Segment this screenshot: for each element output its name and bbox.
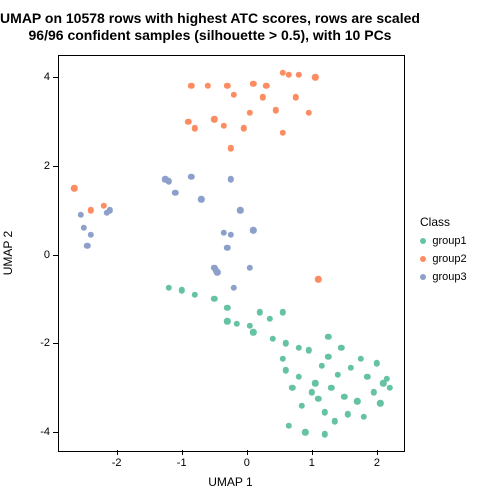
y-tick-label: 2	[32, 160, 50, 172]
x-tick	[312, 450, 313, 455]
y-tick	[53, 432, 58, 433]
legend-swatch-icon	[420, 274, 426, 280]
x-tick	[182, 450, 183, 455]
y-tick	[53, 343, 58, 344]
y-axis-label: UMAP 2	[1, 203, 15, 303]
y-tick	[53, 255, 58, 256]
x-tick-label: 2	[374, 457, 380, 469]
x-tick-label: -1	[177, 457, 187, 469]
legend-title: Class	[420, 215, 467, 229]
legend-label: group2	[432, 253, 466, 265]
plot-area	[58, 55, 405, 452]
legend-label: group3	[432, 271, 466, 283]
legend-item: group3	[420, 271, 467, 283]
x-tick-label: 0	[244, 457, 250, 469]
chart-title-line1: UMAP on 10578 rows with highest ATC scor…	[0, 10, 420, 27]
x-tick-label: -2	[112, 457, 122, 469]
y-tick-label: 0	[32, 249, 50, 261]
legend-item: group2	[420, 253, 467, 265]
x-tick-label: 1	[309, 457, 315, 469]
legend-swatch-icon	[420, 238, 426, 244]
x-tick	[117, 450, 118, 455]
legend-swatch-icon	[420, 256, 426, 262]
chart-container: UMAP on 10578 rows with highest ATC scor…	[0, 0, 504, 504]
chart-title-line2: 96/96 confident samples (silhouette > 0.…	[0, 27, 420, 44]
legend-label: group1	[432, 235, 466, 247]
legend-item: group1	[420, 235, 467, 247]
y-tick	[53, 77, 58, 78]
legend: Class group1 group2 group3	[420, 215, 467, 289]
x-axis-label: UMAP 1	[58, 475, 403, 489]
y-tick	[53, 166, 58, 167]
y-tick-label: -2	[32, 337, 50, 349]
y-tick-label: 4	[32, 71, 50, 83]
y-tick-label: -4	[32, 426, 50, 438]
x-tick	[377, 450, 378, 455]
x-tick	[247, 450, 248, 455]
